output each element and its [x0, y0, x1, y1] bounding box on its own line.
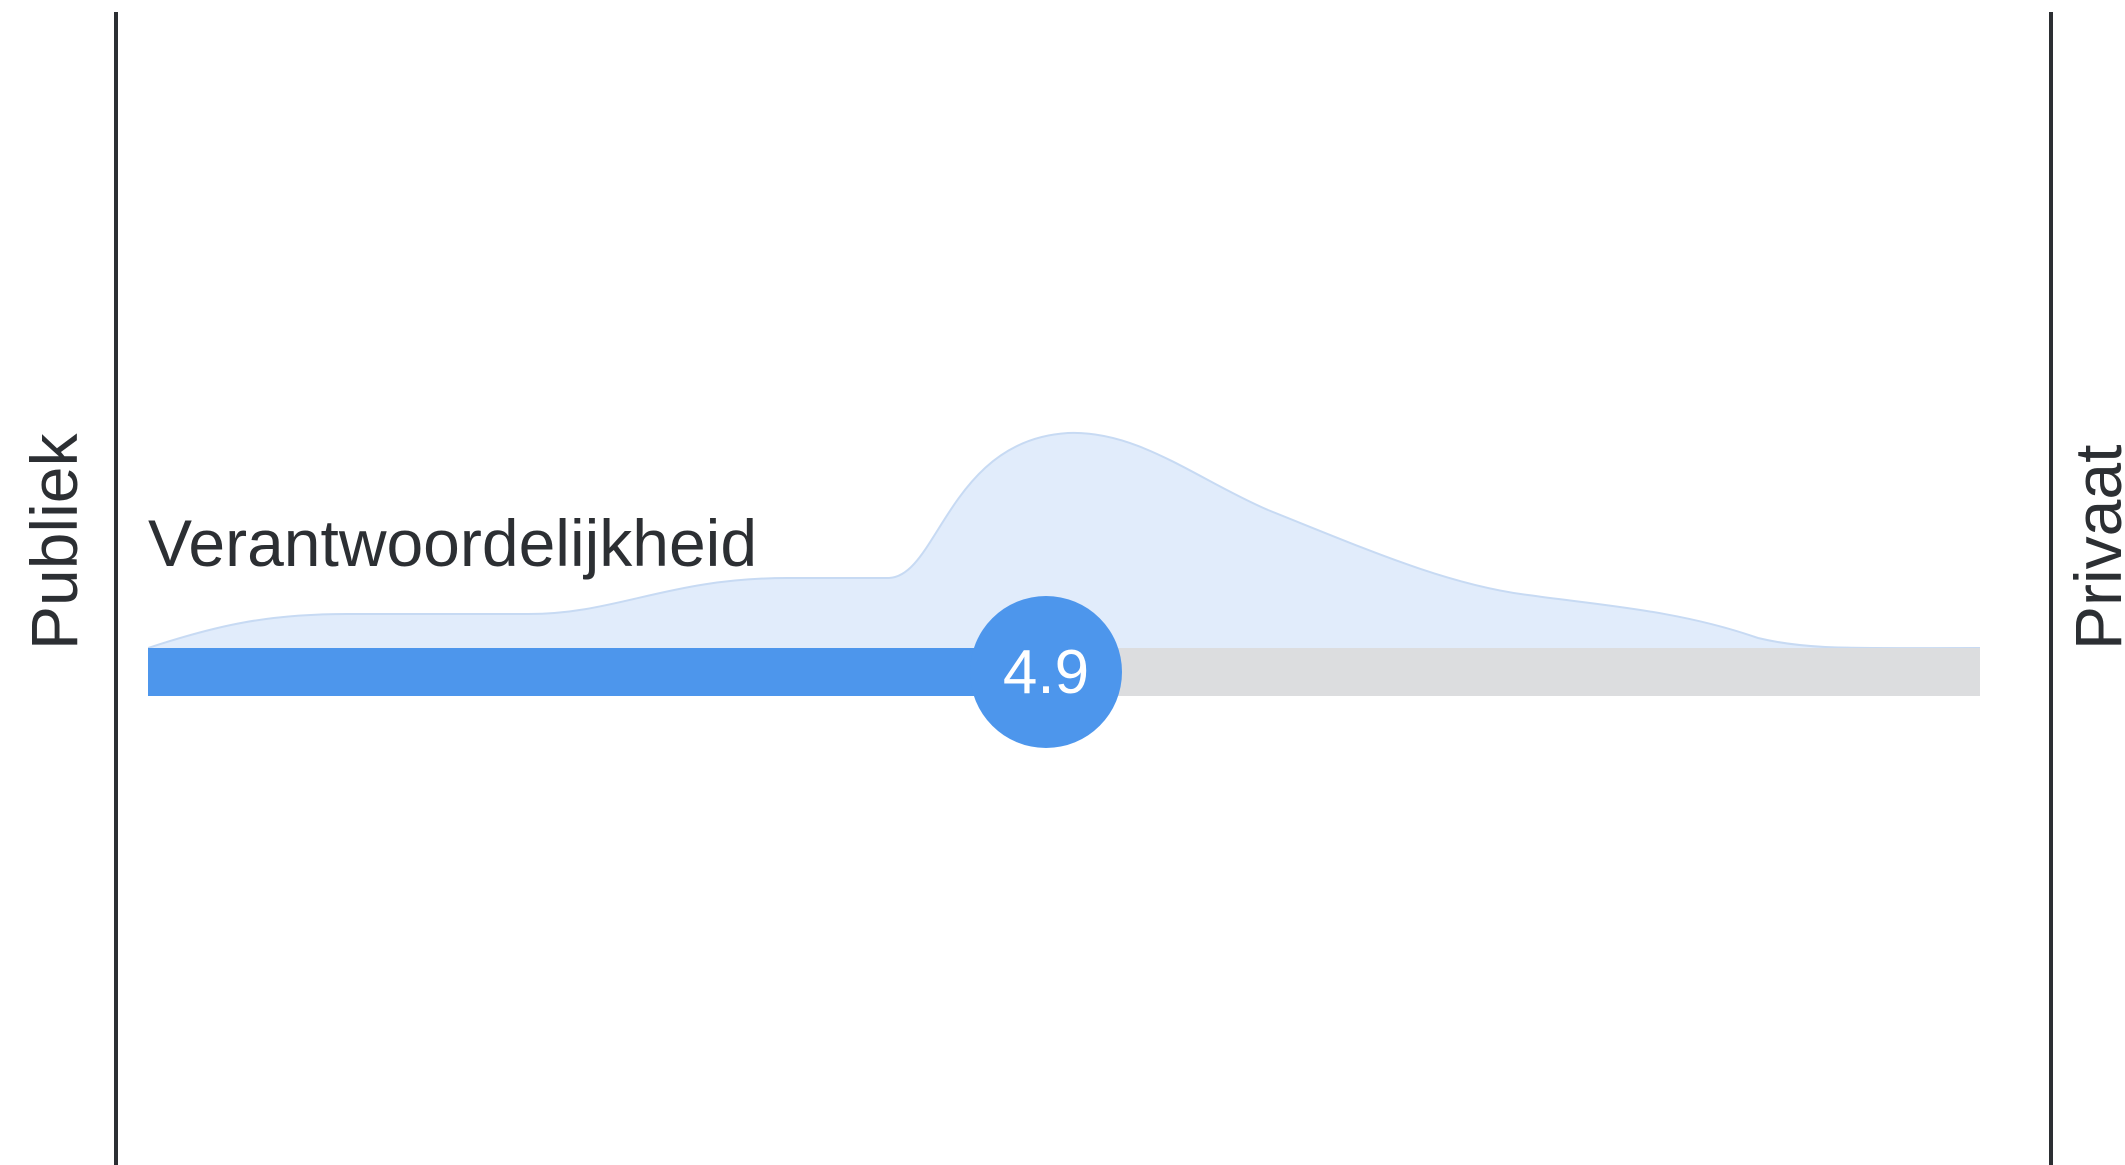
responsibility-slider: Verantwoordelijkheid 4.9 [148, 400, 1980, 760]
slider-fill [148, 648, 1046, 696]
slider-thumb[interactable]: 4.9 [970, 596, 1122, 748]
metric-label: Verantwoordelijkheid [148, 506, 758, 580]
response-distribution [148, 431, 1980, 650]
right-pole-divider [2049, 12, 2053, 1165]
left-pole-divider [114, 12, 118, 1165]
left-pole-label: Publiek [17, 433, 91, 650]
right-pole-label: Privaat [2061, 444, 2125, 650]
